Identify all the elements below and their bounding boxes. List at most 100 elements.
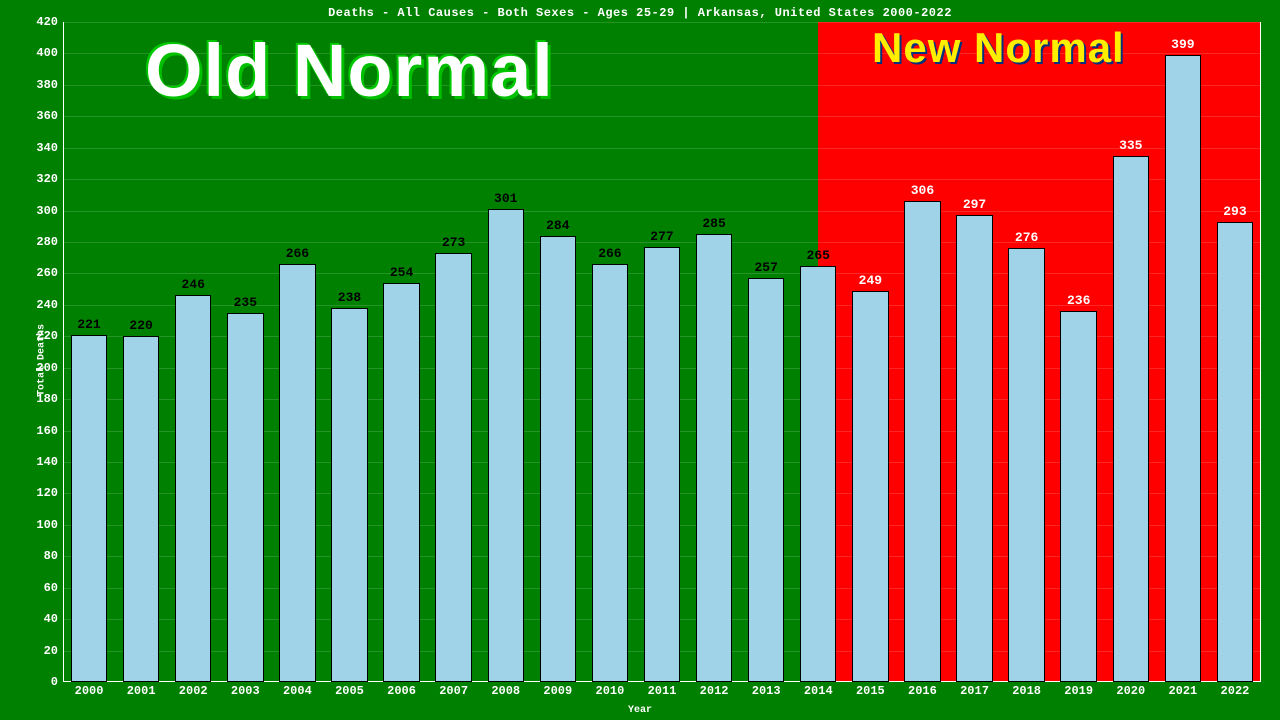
bar-value-label: 236 <box>1067 293 1090 308</box>
bar-value-label: 257 <box>754 260 777 275</box>
bar-value-label: 220 <box>129 318 152 333</box>
x-tick-label: 2005 <box>335 684 364 698</box>
x-tick-label: 2007 <box>439 684 468 698</box>
x-tick-label: 2010 <box>596 684 625 698</box>
y-tick-label: 100 <box>8 518 58 532</box>
y-tick-label: 120 <box>8 486 58 500</box>
bar <box>1060 311 1096 682</box>
gridline <box>63 179 1261 180</box>
bar-value-label: 335 <box>1119 138 1142 153</box>
bar <box>644 247 680 682</box>
y-tick-label: 0 <box>8 675 58 689</box>
y-tick-label: 260 <box>8 266 58 280</box>
y-tick-label: 360 <box>8 109 58 123</box>
x-tick-label: 2008 <box>491 684 520 698</box>
x-tick-label: 2018 <box>1012 684 1041 698</box>
bar <box>71 335 107 682</box>
x-tick-label: 2020 <box>1116 684 1145 698</box>
x-tick-label: 2015 <box>856 684 885 698</box>
y-axis-line-right <box>1260 22 1261 682</box>
bar <box>279 264 315 682</box>
bar <box>1217 222 1253 682</box>
gridline <box>63 22 1261 23</box>
x-tick-label: 2017 <box>960 684 989 698</box>
gridline <box>63 148 1261 149</box>
chart-title: Deaths - All Causes - Both Sexes - Ages … <box>0 6 1280 20</box>
x-axis-title: Year <box>0 705 1280 716</box>
x-tick-label: 2016 <box>908 684 937 698</box>
bar-value-label: 277 <box>650 229 673 244</box>
y-tick-label: 200 <box>8 361 58 375</box>
y-tick-label: 180 <box>8 392 58 406</box>
y-tick-label: 320 <box>8 172 58 186</box>
y-tick-label: 340 <box>8 141 58 155</box>
y-tick-label: 220 <box>8 329 58 343</box>
bar <box>800 266 836 682</box>
y-tick-label: 420 <box>8 15 58 29</box>
x-tick-label: 2004 <box>283 684 312 698</box>
y-tick-label: 80 <box>8 549 58 563</box>
x-tick-label: 2012 <box>700 684 729 698</box>
bar-value-label: 276 <box>1015 230 1038 245</box>
x-tick-label: 2003 <box>231 684 260 698</box>
bar <box>956 215 992 682</box>
bar <box>227 313 263 682</box>
x-tick-label: 2000 <box>75 684 104 698</box>
bar <box>175 295 211 682</box>
y-tick-label: 40 <box>8 612 58 626</box>
bar <box>123 336 159 682</box>
x-tick-label: 2022 <box>1221 684 1250 698</box>
plot-area: 2212202462352662382542733012842662772852… <box>63 22 1261 682</box>
x-tick-label: 2006 <box>387 684 416 698</box>
bar <box>1165 55 1201 682</box>
bar <box>435 253 471 682</box>
y-tick-label: 140 <box>8 455 58 469</box>
bar <box>696 234 732 682</box>
bar <box>1113 156 1149 682</box>
y-tick-label: 20 <box>8 644 58 658</box>
y-tick-label: 280 <box>8 235 58 249</box>
bar <box>592 264 628 682</box>
bar <box>383 283 419 682</box>
x-tick-label: 2013 <box>752 684 781 698</box>
bar-value-label: 249 <box>859 273 882 288</box>
annotation-text: Old Normal <box>145 28 554 113</box>
y-tick-label: 400 <box>8 46 58 60</box>
bar-value-label: 297 <box>963 197 986 212</box>
bar-value-label: 254 <box>390 265 413 280</box>
annotation-text: New Normal <box>872 24 1125 72</box>
x-tick-label: 2014 <box>804 684 833 698</box>
x-tick-label: 2009 <box>543 684 572 698</box>
bar-value-label: 306 <box>911 183 934 198</box>
bar-value-label: 235 <box>234 295 257 310</box>
bar-value-label: 284 <box>546 218 569 233</box>
bar-value-label: 246 <box>182 277 205 292</box>
y-tick-label: 60 <box>8 581 58 595</box>
bar-value-label: 399 <box>1171 37 1194 52</box>
y-axis-line <box>63 22 64 682</box>
bar-value-label: 238 <box>338 290 361 305</box>
bar <box>540 236 576 682</box>
bar <box>904 201 940 682</box>
bar-value-label: 273 <box>442 235 465 250</box>
bar-value-label: 221 <box>77 317 100 332</box>
bar <box>331 308 367 682</box>
bar <box>1008 248 1044 682</box>
bar-value-label: 301 <box>494 191 517 206</box>
x-tick-label: 2011 <box>648 684 677 698</box>
gridline <box>63 211 1261 212</box>
gridline <box>63 116 1261 117</box>
y-tick-label: 300 <box>8 204 58 218</box>
bar-value-label: 266 <box>286 246 309 261</box>
x-tick-label: 2002 <box>179 684 208 698</box>
bar <box>748 278 784 682</box>
bar <box>852 291 888 682</box>
x-tick-label: 2021 <box>1168 684 1197 698</box>
y-tick-label: 380 <box>8 78 58 92</box>
bar <box>488 209 524 682</box>
bar-value-label: 265 <box>807 248 830 263</box>
x-tick-label: 2019 <box>1064 684 1093 698</box>
bar-value-label: 293 <box>1223 204 1246 219</box>
y-tick-label: 240 <box>8 298 58 312</box>
x-tick-label: 2001 <box>127 684 156 698</box>
